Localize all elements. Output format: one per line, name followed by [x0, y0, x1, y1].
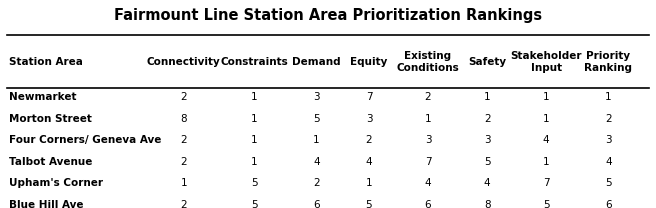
Text: Demand: Demand: [292, 57, 341, 67]
Text: 1: 1: [251, 135, 258, 145]
Text: Stakeholder
Input: Stakeholder Input: [510, 51, 582, 73]
Text: 2: 2: [605, 114, 612, 124]
Text: 2: 2: [180, 135, 187, 145]
Text: 7: 7: [424, 157, 432, 167]
Text: 4: 4: [365, 157, 373, 167]
Text: 2: 2: [424, 92, 432, 102]
Text: 3: 3: [483, 135, 491, 145]
Text: 1: 1: [180, 178, 187, 188]
Text: 4: 4: [543, 135, 550, 145]
Text: Talbot Avenue: Talbot Avenue: [9, 157, 92, 167]
Text: Equity: Equity: [350, 57, 388, 67]
Text: 5: 5: [251, 199, 258, 208]
Text: 7: 7: [543, 178, 550, 188]
Text: 1: 1: [483, 92, 491, 102]
Text: 7: 7: [365, 92, 373, 102]
Text: 1: 1: [543, 157, 550, 167]
Text: 4: 4: [483, 178, 491, 188]
Text: 4: 4: [605, 157, 612, 167]
Text: 1: 1: [251, 92, 258, 102]
Text: 2: 2: [180, 199, 187, 208]
Text: Morton Street: Morton Street: [9, 114, 91, 124]
Text: 5: 5: [251, 178, 258, 188]
Text: Upham's Corner: Upham's Corner: [9, 178, 102, 188]
Text: 5: 5: [483, 157, 491, 167]
Text: Existing
Conditions: Existing Conditions: [397, 51, 459, 73]
Text: 6: 6: [424, 199, 432, 208]
Text: 1: 1: [543, 92, 550, 102]
Text: Connectivity: Connectivity: [147, 57, 220, 67]
Text: 1: 1: [605, 92, 612, 102]
Text: 3: 3: [365, 114, 373, 124]
Text: Priority
Ranking: Priority Ranking: [584, 51, 632, 73]
Text: 4: 4: [313, 157, 320, 167]
Text: 6: 6: [605, 199, 612, 208]
Text: 3: 3: [313, 92, 320, 102]
Text: 2: 2: [180, 92, 187, 102]
Text: Constraints: Constraints: [220, 57, 288, 67]
Text: 3: 3: [605, 135, 612, 145]
Text: 5: 5: [543, 199, 550, 208]
Text: Blue Hill Ave: Blue Hill Ave: [9, 199, 83, 208]
Text: 1: 1: [424, 114, 432, 124]
Text: 5: 5: [365, 199, 373, 208]
Text: 8: 8: [483, 199, 491, 208]
Text: Newmarket: Newmarket: [9, 92, 76, 102]
Text: 2: 2: [180, 157, 187, 167]
Text: 3: 3: [424, 135, 432, 145]
Text: Station Area: Station Area: [9, 57, 83, 67]
Text: Four Corners/ Geneva Ave: Four Corners/ Geneva Ave: [9, 135, 161, 145]
Text: 1: 1: [251, 114, 258, 124]
Text: 1: 1: [543, 114, 550, 124]
Text: 5: 5: [313, 114, 320, 124]
Text: 2: 2: [483, 114, 491, 124]
Text: 1: 1: [251, 157, 258, 167]
Text: Fairmount Line Station Area Prioritization Rankings: Fairmount Line Station Area Prioritizati…: [114, 8, 542, 23]
Text: 6: 6: [313, 199, 320, 208]
Text: 5: 5: [605, 178, 612, 188]
Text: Safety: Safety: [468, 57, 506, 67]
Text: 2: 2: [313, 178, 320, 188]
Text: 1: 1: [365, 178, 373, 188]
Text: 4: 4: [424, 178, 432, 188]
Text: 1: 1: [313, 135, 320, 145]
Text: 2: 2: [365, 135, 373, 145]
Text: 8: 8: [180, 114, 187, 124]
